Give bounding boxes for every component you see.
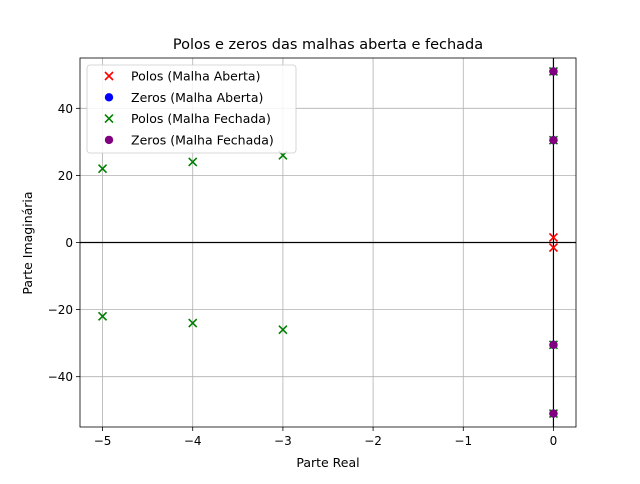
y-tick-label: 40	[58, 102, 73, 116]
legend-item: Polos (Malha Aberta)	[104, 69, 260, 84]
x-axis-label: Parte Real	[296, 455, 359, 470]
legend-label: Polos (Malha Aberta)	[131, 69, 260, 84]
y-tick-label: 0	[65, 236, 73, 250]
pole-marker	[548, 242, 559, 253]
zero-lines	[80, 58, 576, 427]
pole-marker	[278, 325, 288, 335]
y-tick-label: 20	[58, 169, 73, 183]
series-3	[549, 67, 558, 418]
legend-item: Zeros (Malha Aberta)	[104, 90, 263, 105]
x-tick-label: 0	[550, 434, 558, 448]
y-tick-label: −20	[48, 303, 73, 317]
legend-marker	[104, 71, 114, 81]
x-tick-label: −1	[454, 434, 472, 448]
y-axis-label: Parte Imaginária	[20, 191, 35, 294]
legend-item: Zeros (Malha Fechada)	[104, 132, 274, 147]
zero-marker	[549, 340, 558, 350]
y-tick-label: −40	[48, 370, 73, 384]
pole-marker	[548, 232, 559, 243]
legend: Polos (Malha Aberta) Zeros (Malha Aberta)…	[86, 64, 297, 154]
series-0	[548, 232, 559, 253]
x-tick-label: −5	[94, 434, 112, 448]
data-marks	[97, 66, 559, 419]
zero-marker	[549, 409, 558, 418]
legend-marker	[104, 135, 114, 145]
legend-label: Polos (Malha Fechada)	[131, 111, 271, 126]
zero-marker	[549, 135, 558, 145]
legend-item: Polos (Malha Fechada)	[104, 111, 271, 126]
legend-marker	[104, 114, 114, 124]
pole-marker	[188, 318, 198, 328]
chart-title: Polos e zeros das malhas aberta e fechad…	[173, 37, 483, 53]
legend-marker	[104, 93, 114, 102]
x-tick-label: −4	[184, 434, 202, 448]
x-tick-label: −3	[274, 434, 292, 448]
pole-marker	[97, 311, 108, 321]
pole-marker	[188, 157, 198, 167]
legend-label: Zeros (Malha Aberta)	[131, 90, 263, 105]
pole-marker	[97, 164, 108, 174]
zero-marker	[549, 67, 558, 76]
x-axis-ticks: −5 −4 −3 −2 −1 0	[94, 427, 558, 448]
legend-label: Zeros (Malha Fechada)	[131, 132, 274, 147]
x-tick-label: −2	[364, 434, 382, 448]
y-axis-ticks: −40 −20 0 20 40	[48, 102, 80, 384]
legend-box	[86, 64, 297, 154]
